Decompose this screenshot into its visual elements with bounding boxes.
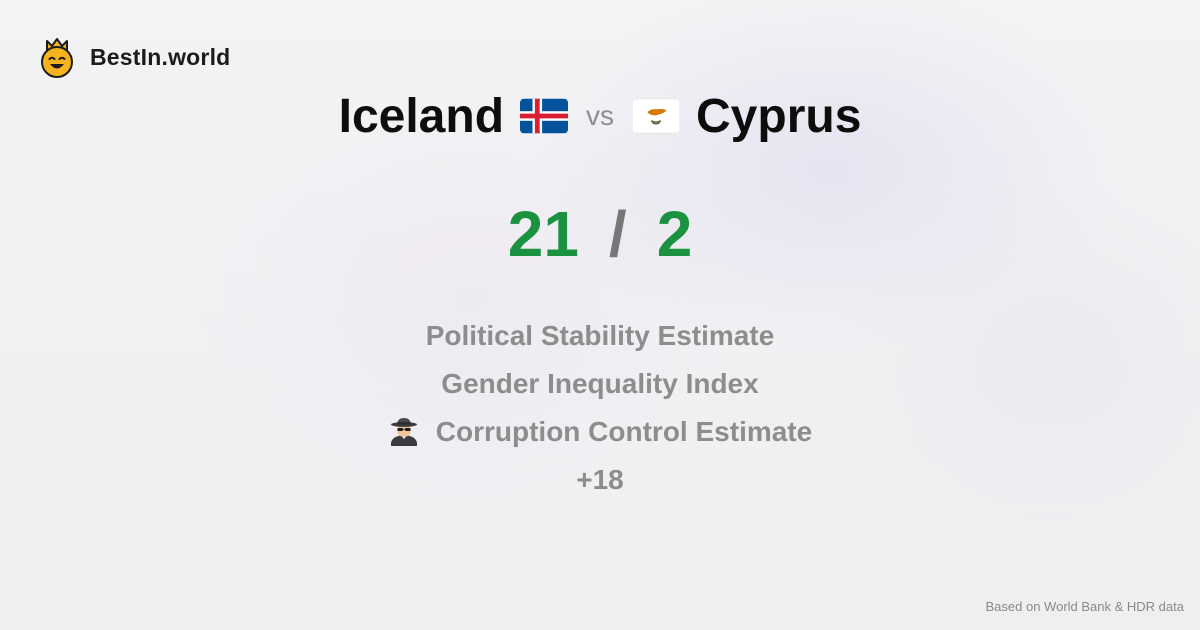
metrics-list: Political Stability Estimate Gender Ineq… — [0, 312, 1200, 504]
brand-name[interactable]: BestIn.world — [90, 43, 231, 70]
more-metrics-count: +18 — [576, 456, 624, 504]
spy-detective-icon — [390, 418, 417, 446]
right-score: 2 — [656, 198, 693, 270]
metric-label: Corruption Control Estimate — [435, 416, 813, 447]
right-country-name: Cyprus — [696, 89, 862, 143]
score-separator: / — [608, 198, 627, 270]
metric-item: Gender Inequality Index — [441, 360, 758, 408]
metric-label: +18 — [576, 464, 624, 495]
vs-label: vs — [586, 100, 615, 131]
metric-item: Political Stability Estimate — [426, 312, 775, 360]
left-country-name: Iceland — [338, 89, 505, 143]
source-note: Based on World Bank & HDR data — [985, 599, 1184, 614]
iceland-flag-icon — [520, 98, 569, 134]
score-display: 21 / 2 — [0, 196, 1200, 272]
comparison-title: Iceland vs Cyprus — [0, 86, 1200, 146]
crown-smiley-icon — [41, 38, 73, 78]
cyprus-flag-icon — [632, 98, 681, 134]
brand-header[interactable]: BestIn.world — [38, 36, 230, 78]
metric-label: Political Stability Estimate — [425, 320, 775, 351]
metric-item: Corruption Control Estimate — [388, 408, 812, 456]
metric-label: Gender Inequality Index — [441, 368, 759, 399]
left-score: 21 — [507, 198, 579, 270]
